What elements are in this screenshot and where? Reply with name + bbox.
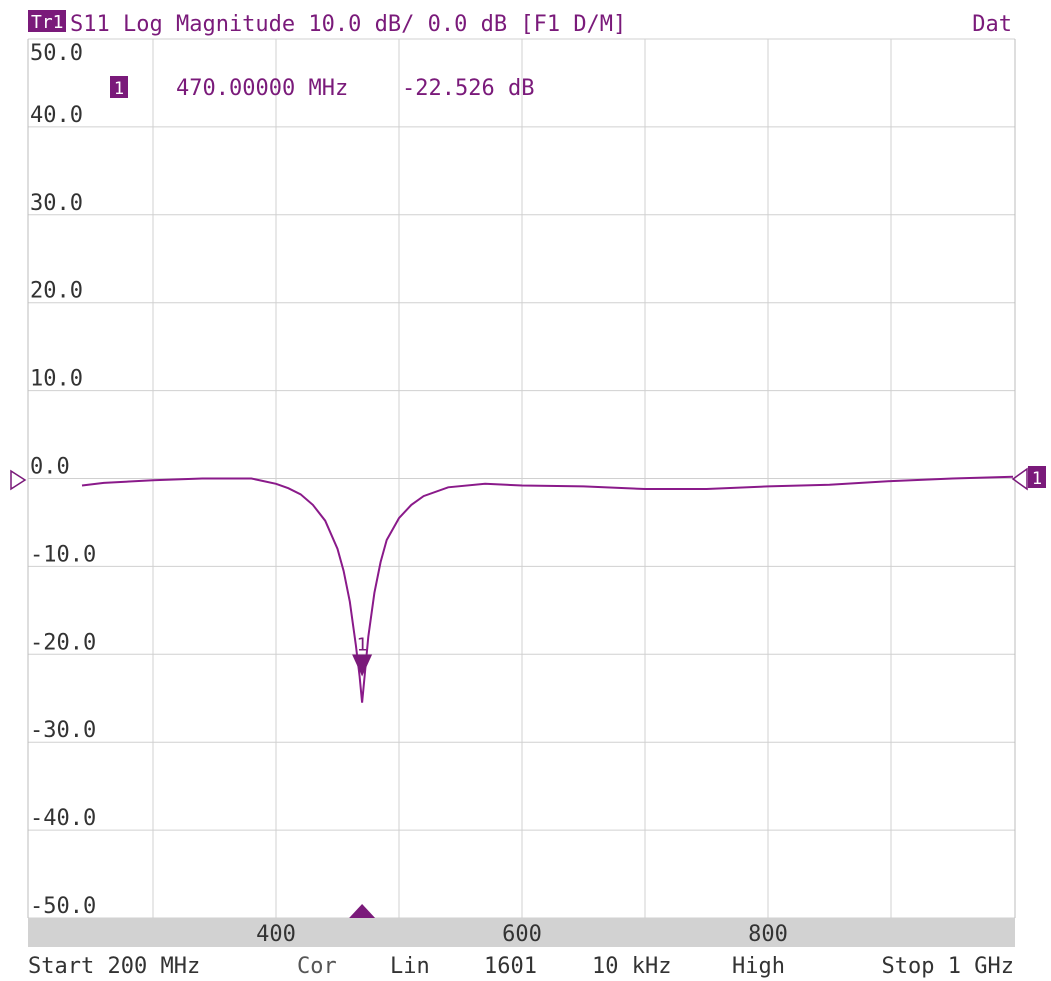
data-label: Dat [972,12,1012,37]
ref-level-right-icon [1011,467,1028,491]
frequency-axis-bar [28,918,1015,947]
reference-badge-bg [1028,466,1046,488]
ref-level-right-indicator: 1 [1011,466,1046,491]
marker-readout-badge-bg[interactable] [110,76,128,98]
marker-value: -22.526 dB [402,76,534,101]
marker-readout-badge[interactable]: 1 [114,79,124,99]
header: Tr1 S11 Log Magnitude 10.0 dB/ 0.0 dB [F… [28,10,1012,37]
stop-frequency[interactable]: Stop 1 GHz [882,954,1014,979]
status-line: Start 200 MHz Cor Lin 1601 10 kHz High S… [28,954,1014,979]
y-tick-label: 20.0 [30,279,83,304]
y-tick-label: -30.0 [30,718,96,743]
if-bandwidth[interactable]: 10 kHz [592,954,671,979]
sweep-type[interactable]: Lin [390,954,430,979]
sweep-points[interactable]: 1601 [484,954,537,979]
x-tick-label: 400 [256,922,296,947]
y-tick-label: -10.0 [30,542,96,567]
marker-readout: 1 470.00000 MHz -22.526 dB [110,76,534,101]
trace-s11 [81,475,1014,703]
y-tick-label: 40.0 [30,103,83,128]
marker-1[interactable]: 1 [352,635,373,677]
y-tick-label: 0.0 [30,455,70,480]
power-level[interactable]: High [732,954,785,979]
y-tick-labels: 50.0 40.0 30.0 20.0 10.0 0.0 -10.0 -20.0 -30.0 -4… [30,41,96,919]
correction-status[interactable]: Cor [297,954,337,979]
y-tick-label: -40.0 [30,806,96,831]
x-tick-labels: 400 600 800 [256,922,788,947]
y-tick-label: -20.0 [30,630,96,655]
y-tick-label: 50.0 [30,41,83,66]
trace-badge-bg[interactable] [28,10,66,32]
start-frequency[interactable]: Start 200 MHz [28,954,200,979]
trace-info: S11 Log Magnitude 10.0 dB/ 0.0 dB [F1 D/… [70,12,626,37]
trace-badge[interactable]: Tr1 [31,12,64,33]
marker-label: 1 [357,635,368,656]
ref-level-left-icon [10,469,27,491]
marker-triangle-icon[interactable] [352,654,373,677]
stimulus-marker-icon[interactable] [349,904,376,918]
y-tick-label: 10.0 [30,367,83,392]
x-tick-label: 600 [502,922,542,947]
reference-badge: 1 [1032,469,1042,489]
marker-frequency: 470.00000 MHz [176,76,348,101]
x-tick-label: 800 [748,922,788,947]
y-tick-label: -50.0 [30,894,96,919]
y-tick-label: 30.0 [30,191,83,216]
